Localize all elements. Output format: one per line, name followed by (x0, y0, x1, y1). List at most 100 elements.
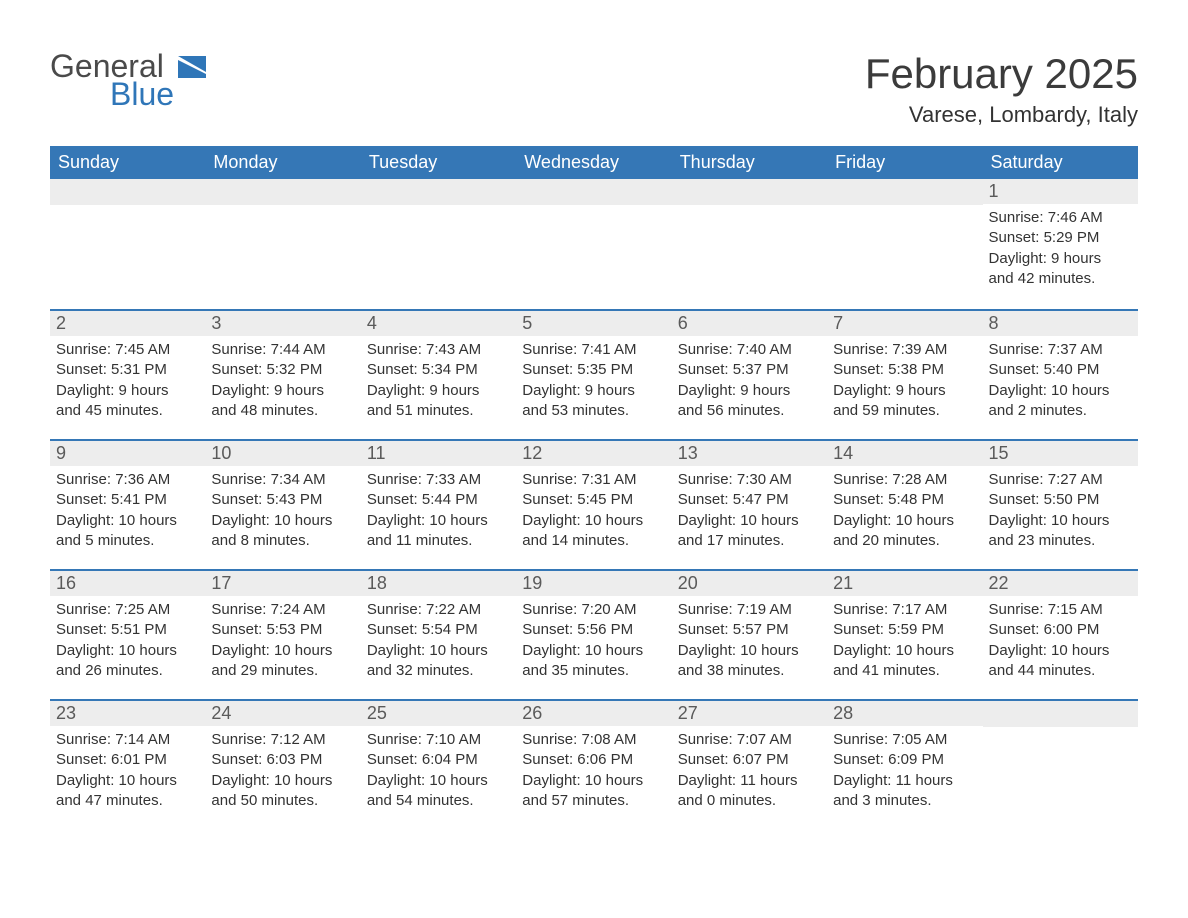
day-number: 3 (205, 311, 360, 336)
day-info: Sunrise: 7:05 AMSunset: 6:09 PMDaylight:… (827, 726, 982, 821)
day-number: 17 (205, 571, 360, 596)
day-number: 5 (516, 311, 671, 336)
calendar-cell (672, 179, 827, 309)
sunset-text: Sunset: 5:43 PM (211, 490, 354, 510)
month-title: February 2025 (865, 50, 1138, 98)
day-info: Sunrise: 7:37 AMSunset: 5:40 PMDaylight:… (983, 336, 1138, 431)
day-number: 14 (827, 441, 982, 466)
day-info: Sunrise: 7:36 AMSunset: 5:41 PMDaylight:… (50, 466, 205, 561)
day-info: Sunrise: 7:43 AMSunset: 5:34 PMDaylight:… (361, 336, 516, 431)
day-info: Sunrise: 7:31 AMSunset: 5:45 PMDaylight:… (516, 466, 671, 561)
daylight2-text: and 0 minutes. (678, 791, 821, 811)
sunset-text: Sunset: 5:57 PM (678, 620, 821, 640)
day-info: Sunrise: 7:08 AMSunset: 6:06 PMDaylight:… (516, 726, 671, 821)
day-number: 1 (983, 179, 1138, 204)
day-number: 6 (672, 311, 827, 336)
dayhead-friday: Friday (827, 146, 982, 179)
day-number: 22 (983, 571, 1138, 596)
dayhead-monday: Monday (205, 146, 360, 179)
day-info: Sunrise: 7:45 AMSunset: 5:31 PMDaylight:… (50, 336, 205, 431)
daylight2-text: and 54 minutes. (367, 791, 510, 811)
day-number: 10 (205, 441, 360, 466)
sunrise-text: Sunrise: 7:40 AM (678, 340, 821, 360)
daylight1-text: Daylight: 10 hours (833, 511, 976, 531)
daylight1-text: Daylight: 10 hours (522, 511, 665, 531)
week-row: 23Sunrise: 7:14 AMSunset: 6:01 PMDayligh… (50, 699, 1138, 829)
day-info: Sunrise: 7:44 AMSunset: 5:32 PMDaylight:… (205, 336, 360, 431)
calendar-cell: 2Sunrise: 7:45 AMSunset: 5:31 PMDaylight… (50, 311, 205, 439)
sunrise-text: Sunrise: 7:27 AM (989, 470, 1132, 490)
sunrise-text: Sunrise: 7:22 AM (367, 600, 510, 620)
day-info: Sunrise: 7:22 AMSunset: 5:54 PMDaylight:… (361, 596, 516, 691)
day-info: Sunrise: 7:39 AMSunset: 5:38 PMDaylight:… (827, 336, 982, 431)
daylight1-text: Daylight: 10 hours (522, 641, 665, 661)
sunrise-text: Sunrise: 7:34 AM (211, 470, 354, 490)
header: General Blue February 2025 Varese, Lomba… (50, 50, 1138, 128)
calendar-cell: 22Sunrise: 7:15 AMSunset: 6:00 PMDayligh… (983, 571, 1138, 699)
daylight2-text: and 11 minutes. (367, 531, 510, 551)
sunset-text: Sunset: 5:48 PM (833, 490, 976, 510)
week-row: 9Sunrise: 7:36 AMSunset: 5:41 PMDaylight… (50, 439, 1138, 569)
sunrise-text: Sunrise: 7:36 AM (56, 470, 199, 490)
sunrise-text: Sunrise: 7:10 AM (367, 730, 510, 750)
calendar-cell: 5Sunrise: 7:41 AMSunset: 5:35 PMDaylight… (516, 311, 671, 439)
day-info: Sunrise: 7:33 AMSunset: 5:44 PMDaylight:… (361, 466, 516, 561)
daylight2-text: and 35 minutes. (522, 661, 665, 681)
daylight2-text: and 53 minutes. (522, 401, 665, 421)
dayhead-sunday: Sunday (50, 146, 205, 179)
daylight1-text: Daylight: 9 hours (522, 381, 665, 401)
daylight1-text: Daylight: 9 hours (56, 381, 199, 401)
daylight2-text: and 17 minutes. (678, 531, 821, 551)
sunrise-text: Sunrise: 7:46 AM (989, 208, 1132, 228)
daylight1-text: Daylight: 10 hours (56, 771, 199, 791)
sunset-text: Sunset: 5:51 PM (56, 620, 199, 640)
sunset-text: Sunset: 6:03 PM (211, 750, 354, 770)
flag-icon (178, 56, 206, 78)
daylight2-text: and 42 minutes. (989, 269, 1132, 289)
sunrise-text: Sunrise: 7:37 AM (989, 340, 1132, 360)
daylight2-text: and 8 minutes. (211, 531, 354, 551)
daylight2-text: and 59 minutes. (833, 401, 976, 421)
day-number: 9 (50, 441, 205, 466)
calendar-cell: 6Sunrise: 7:40 AMSunset: 5:37 PMDaylight… (672, 311, 827, 439)
sunset-text: Sunset: 6:06 PM (522, 750, 665, 770)
calendar-cell: 20Sunrise: 7:19 AMSunset: 5:57 PMDayligh… (672, 571, 827, 699)
day-info: Sunrise: 7:15 AMSunset: 6:00 PMDaylight:… (983, 596, 1138, 691)
day-info: Sunrise: 7:10 AMSunset: 6:04 PMDaylight:… (361, 726, 516, 821)
daylight2-text: and 14 minutes. (522, 531, 665, 551)
dayhead-row: SundayMondayTuesdayWednesdayThursdayFrid… (50, 146, 1138, 179)
calendar-cell: 8Sunrise: 7:37 AMSunset: 5:40 PMDaylight… (983, 311, 1138, 439)
sunset-text: Sunset: 5:53 PM (211, 620, 354, 640)
daylight1-text: Daylight: 9 hours (989, 249, 1132, 269)
calendar-cell: 18Sunrise: 7:22 AMSunset: 5:54 PMDayligh… (361, 571, 516, 699)
calendar-cell: 7Sunrise: 7:39 AMSunset: 5:38 PMDaylight… (827, 311, 982, 439)
day-number (983, 701, 1138, 727)
sunrise-text: Sunrise: 7:24 AM (211, 600, 354, 620)
dayhead-thursday: Thursday (672, 146, 827, 179)
sunset-text: Sunset: 5:35 PM (522, 360, 665, 380)
sunrise-text: Sunrise: 7:19 AM (678, 600, 821, 620)
daylight2-text: and 38 minutes. (678, 661, 821, 681)
location-text: Varese, Lombardy, Italy (865, 102, 1138, 128)
sunrise-text: Sunrise: 7:44 AM (211, 340, 354, 360)
calendar-cell: 14Sunrise: 7:28 AMSunset: 5:48 PMDayligh… (827, 441, 982, 569)
sunset-text: Sunset: 6:01 PM (56, 750, 199, 770)
day-info: Sunrise: 7:30 AMSunset: 5:47 PMDaylight:… (672, 466, 827, 561)
day-info: Sunrise: 7:20 AMSunset: 5:56 PMDaylight:… (516, 596, 671, 691)
day-number: 26 (516, 701, 671, 726)
daylight2-text: and 2 minutes. (989, 401, 1132, 421)
daylight1-text: Daylight: 10 hours (678, 641, 821, 661)
sunrise-text: Sunrise: 7:39 AM (833, 340, 976, 360)
day-info: Sunrise: 7:14 AMSunset: 6:01 PMDaylight:… (50, 726, 205, 821)
dayhead-saturday: Saturday (983, 146, 1138, 179)
sunrise-text: Sunrise: 7:12 AM (211, 730, 354, 750)
daylight2-text: and 29 minutes. (211, 661, 354, 681)
title-area: February 2025 Varese, Lombardy, Italy (865, 50, 1138, 128)
calendar-cell (516, 179, 671, 309)
day-number (361, 179, 516, 205)
daylight1-text: Daylight: 10 hours (678, 511, 821, 531)
dayhead-tuesday: Tuesday (361, 146, 516, 179)
calendar-cell: 25Sunrise: 7:10 AMSunset: 6:04 PMDayligh… (361, 701, 516, 829)
sunrise-text: Sunrise: 7:25 AM (56, 600, 199, 620)
day-number: 28 (827, 701, 982, 726)
